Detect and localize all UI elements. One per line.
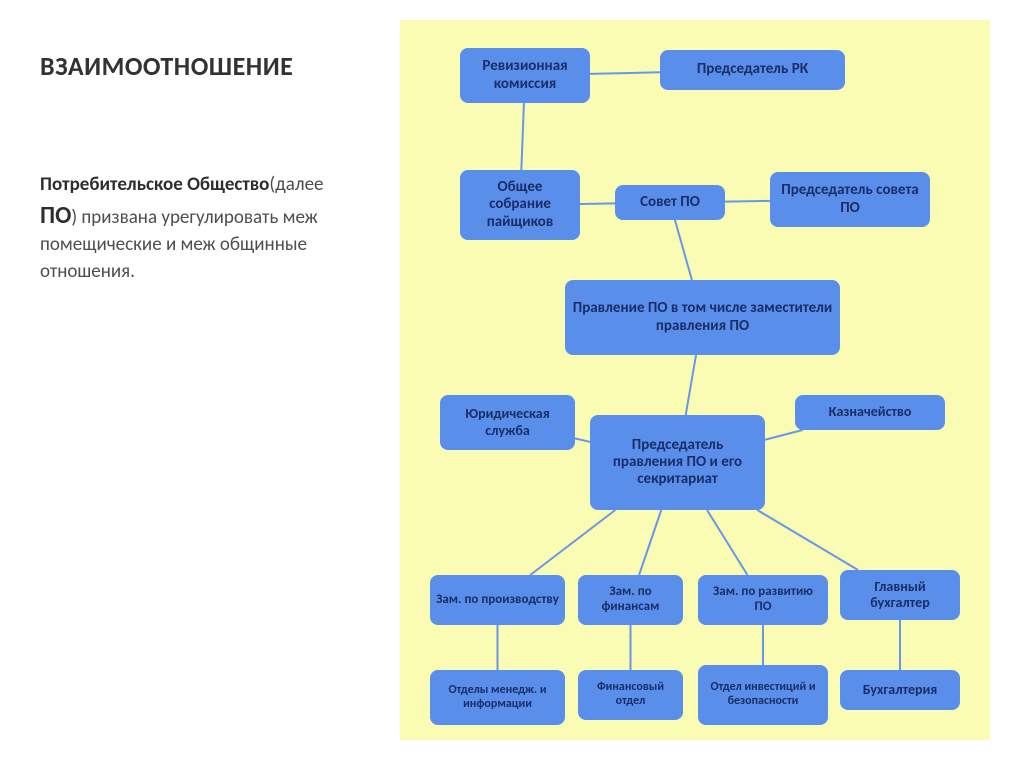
node-n1: Ревизионная комиссия bbox=[460, 48, 590, 103]
edge-n1-n3 bbox=[521, 103, 524, 170]
node-n3: Общее собрание пайщиков bbox=[460, 170, 580, 240]
edge-n3-n4 bbox=[580, 203, 615, 204]
node-n7: Юридическая служба bbox=[440, 395, 575, 450]
node-n12: Зам. по развитию ПО bbox=[698, 575, 828, 625]
node-n11: Зам. по финансам bbox=[578, 575, 683, 625]
node-n16: Отдел инвестиций и безопасности bbox=[698, 665, 828, 725]
edge-n8-n9 bbox=[765, 430, 803, 440]
node-n4: Совет ПО bbox=[615, 185, 725, 220]
term-potrebitelskoe: Потребительское Общество bbox=[40, 173, 269, 196]
edge-n4-n5 bbox=[725, 201, 770, 202]
edge-n8-n13 bbox=[757, 510, 858, 570]
node-n8: Председатель правления ПО и его секритар… bbox=[590, 415, 765, 510]
node-n17: Бухгалтерия bbox=[840, 670, 960, 710]
left-text-panel: ВЗАИМООТНОШЕНИЕ Потребительское Общество… bbox=[0, 0, 370, 285]
para-rest: ) призвана урегулировать меж помещически… bbox=[40, 206, 318, 283]
node-n9: Казначейство bbox=[795, 395, 945, 430]
edge-n8-n11 bbox=[639, 510, 661, 575]
edge-n6-n8 bbox=[686, 355, 696, 415]
node-n13: Главный бухгалтер bbox=[840, 570, 960, 620]
edge-n8-n12 bbox=[707, 510, 747, 575]
edge-n4-n6 bbox=[675, 220, 692, 280]
edge-n8-n10 bbox=[530, 510, 615, 575]
slide-page: ВЗАИМООТНОШЕНИЕ Потребительское Общество… bbox=[0, 0, 1024, 767]
term-po: ПО bbox=[40, 201, 71, 230]
edge-n1-n2 bbox=[590, 72, 660, 74]
org-diagram: Ревизионная комиссия Председатель РК Общее… bbox=[400, 20, 990, 740]
diagram-edges bbox=[400, 20, 990, 740]
intro-paragraph: Потребительское Общество(далее ПО) призв… bbox=[40, 172, 340, 285]
node-n10: Зам. по производству bbox=[430, 575, 565, 625]
edge-n8-n7 bbox=[575, 438, 590, 442]
page-title: ВЗАИМООТНОШЕНИЕ bbox=[40, 50, 340, 82]
paren-open: (далее bbox=[269, 173, 323, 196]
node-n5: Председатель совета ПО bbox=[770, 172, 930, 227]
node-n14: Отделы менедж. и информации bbox=[430, 670, 565, 725]
node-n2: Председатель РК bbox=[660, 50, 845, 90]
node-n15: Финансовый отдел bbox=[578, 670, 683, 720]
node-n6: Правление ПО в том числе заместители пра… bbox=[565, 280, 840, 355]
